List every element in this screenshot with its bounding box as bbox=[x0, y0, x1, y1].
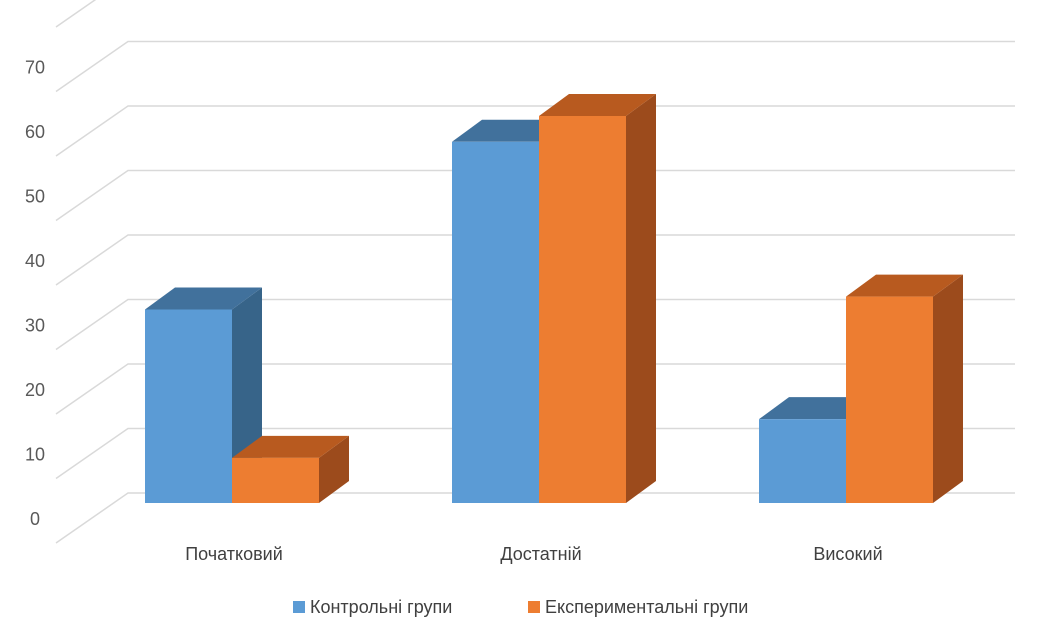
bar-front bbox=[145, 309, 232, 503]
y-tick-label: 50 bbox=[25, 187, 45, 207]
gridline-20 bbox=[55, 363, 1015, 415]
y-axis-ticks: 0 10 20 30 40 50 60 70 bbox=[25, 58, 45, 530]
legend-label: Експериментальні групи bbox=[545, 597, 748, 617]
bar-side bbox=[626, 94, 656, 503]
bars bbox=[145, 94, 963, 504]
gridline-40 bbox=[55, 234, 1015, 286]
y-tick-label: 10 bbox=[25, 445, 45, 465]
bar-front bbox=[846, 296, 933, 503]
y-tick-label: 0 bbox=[30, 509, 40, 529]
gridline-60 bbox=[55, 105, 1015, 157]
x-category-label: Початковий bbox=[185, 544, 283, 564]
bar-side bbox=[933, 274, 963, 503]
bar bbox=[539, 94, 656, 503]
bar-top bbox=[232, 435, 349, 458]
bar-front bbox=[232, 457, 319, 503]
bar-side bbox=[319, 435, 349, 503]
x-category-label: Високий bbox=[813, 544, 882, 564]
legend: Контрольні групи Експериментальні групи bbox=[293, 597, 748, 617]
gridline-0 bbox=[55, 492, 1015, 544]
y-tick-label: 60 bbox=[25, 122, 45, 142]
bar bbox=[846, 274, 963, 503]
gridline-80 bbox=[55, 0, 97, 28]
bar bbox=[232, 435, 349, 503]
bar-top bbox=[145, 287, 262, 310]
x-category-label: Достатній bbox=[500, 544, 581, 564]
gridline-10 bbox=[55, 427, 1015, 480]
legend-item: Контрольні групи bbox=[293, 597, 452, 617]
legend-label: Контрольні групи bbox=[310, 597, 452, 617]
legend-item: Експериментальні групи bbox=[528, 597, 748, 617]
gridline-50 bbox=[55, 169, 1015, 222]
gridlines bbox=[55, 0, 1015, 544]
legend-swatch bbox=[528, 601, 540, 613]
gridline-30 bbox=[55, 298, 1015, 351]
x-axis-categories: Початковий Достатній Високий bbox=[185, 544, 882, 564]
gridline-70 bbox=[55, 40, 1015, 93]
legend-swatch bbox=[293, 601, 305, 613]
y-tick-label: 30 bbox=[25, 316, 45, 336]
bar-front bbox=[539, 116, 626, 503]
y-tick-label: 20 bbox=[25, 380, 45, 400]
y-tick-label: 70 bbox=[25, 58, 45, 78]
bar-top bbox=[846, 274, 963, 297]
y-tick-label: 40 bbox=[25, 251, 45, 271]
bar-front bbox=[452, 141, 539, 504]
bar-front bbox=[759, 419, 846, 503]
bar-top bbox=[539, 94, 656, 116]
